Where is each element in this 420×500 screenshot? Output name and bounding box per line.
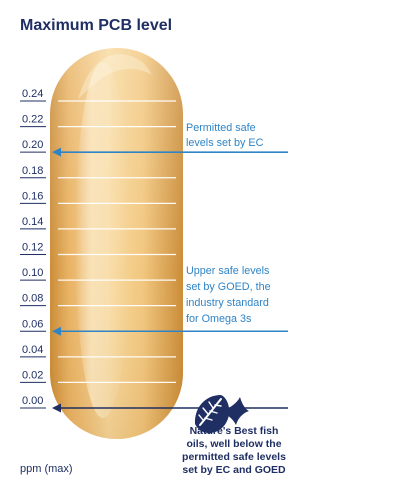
tick-label-0-24: 0.24: [22, 88, 43, 100]
marker-label-line: industry standard: [186, 297, 269, 309]
marker-label-line: oils, well below the: [186, 438, 281, 450]
marker-label-2: Upper safe levels set by GOED, the industr…: [186, 265, 271, 325]
chart-title: Maximum PCB level: [20, 17, 172, 34]
leaf-vein-right-3: [214, 404, 222, 407]
marker-label-line: set by GOED, the: [186, 281, 271, 293]
fish-leaf-icon: [194, 395, 249, 433]
capsule: [50, 48, 183, 439]
leaf-vein-left-2: [202, 407, 209, 415]
tick-label-0-16: 0.16: [22, 190, 43, 202]
marker-1: Permitted safe levels set by EC: [52, 122, 288, 157]
fish-tail: [221, 397, 249, 425]
marker-label-line: for Omega 3s: [186, 313, 252, 325]
marker-arrow-1: [52, 147, 61, 157]
tick-label-0-14: 0.14: [22, 216, 43, 228]
tick-label-0-00: 0.00: [22, 395, 43, 407]
capsule-highlight: [75, 62, 131, 418]
marker-label-line: levels set by EC: [186, 137, 264, 149]
marker-arrow-2: [52, 326, 61, 336]
tick-label-0-20: 0.20: [22, 139, 43, 151]
leaf-vein-right-2: [209, 410, 218, 414]
marker-arrow-3: [52, 403, 61, 413]
tick-label-0-10: 0.10: [22, 267, 43, 279]
leaf-shape: [194, 395, 230, 433]
tick-label-0-04: 0.04: [22, 344, 43, 356]
marker-label-line: set by EC and GOED: [182, 464, 286, 476]
tick-label-0-08: 0.08: [22, 293, 43, 305]
leaf-vein-main: [199, 398, 222, 426]
marker-label-1: Permitted safe levels set by EC: [186, 122, 264, 149]
marker-label-line: permitted safe levels: [182, 451, 286, 463]
tick-label-0-22: 0.22: [22, 114, 43, 126]
marker-3: Nature's Best fish oils, well below the pe…: [52, 403, 288, 476]
leaf-vein-left-1: [198, 414, 204, 421]
tick-label-0-06: 0.06: [22, 318, 43, 330]
tick-layer: 0.24 0.22 0.20 0.18 0.16 0.14 0.12 0.10 0.08 0.06…: [20, 88, 46, 409]
marker-2: Upper safe levels set by GOED, the industr…: [52, 265, 288, 336]
leaf-vein-right-1: [204, 417, 213, 421]
leaf-vein-left-3: [208, 401, 214, 409]
tick-label-0-02: 0.02: [22, 369, 43, 381]
marker-label-line: Permitted safe: [186, 122, 256, 134]
axis-label: ppm (max): [20, 463, 73, 475]
tick-label-0-18: 0.18: [22, 165, 43, 177]
marker-label-3: Nature's Best fish oils, well below the pe…: [182, 425, 286, 476]
capsule-top-reflection: [78, 54, 152, 99]
tick-label-0-12: 0.12: [22, 242, 43, 254]
marker-layer: Permitted safe levels set by EC Upper safe…: [52, 122, 288, 476]
marker-label-line: Upper safe levels: [186, 265, 270, 277]
